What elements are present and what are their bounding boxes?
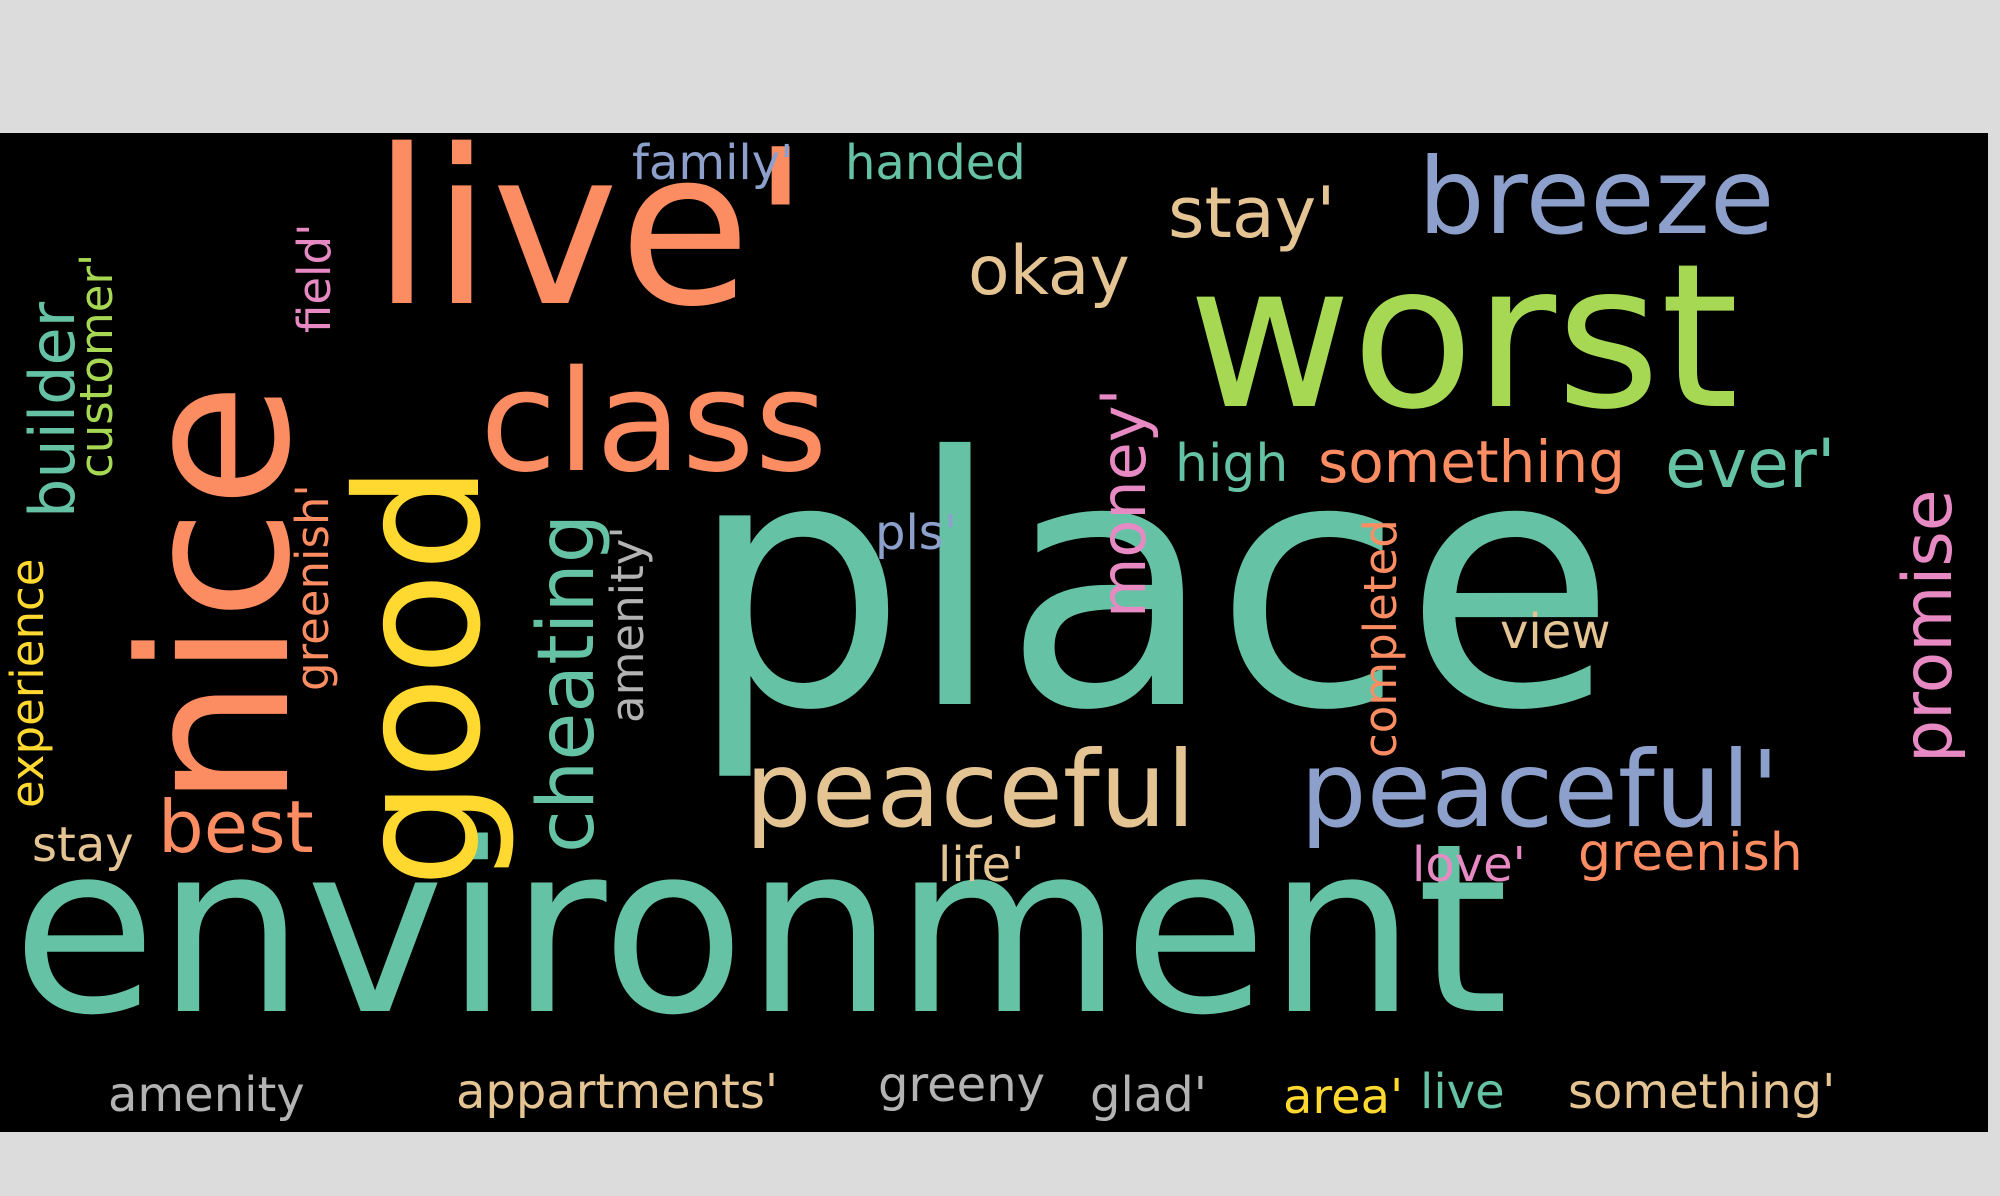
word-field-quote: field': [288, 223, 341, 333]
word-okay: okay: [968, 232, 1130, 311]
word-money-quote: money': [1087, 388, 1160, 618]
word-stay: stay: [32, 817, 134, 873]
word-peaceful: peaceful: [745, 729, 1196, 851]
word-stay-quote: stay': [1168, 172, 1336, 254]
word-greenish-quote: greenish': [286, 484, 339, 691]
word-worst: worst: [1188, 221, 1739, 454]
word-high: high: [1175, 434, 1289, 494]
word-experience: experience: [1, 558, 54, 808]
word-amenity-quote: amenity': [601, 526, 654, 723]
word-place: place: [688, 385, 1617, 786]
word-something-quote: something': [1568, 1064, 1836, 1120]
word-appartments-quote: appartments': [456, 1064, 779, 1120]
word-good: good: [321, 464, 519, 888]
word-live-quote: live': [372, 133, 811, 354]
word-glad-quote: glad': [1090, 1067, 1207, 1123]
word-family-quote: family': [632, 135, 794, 191]
word-completed: completed: [1354, 519, 1407, 758]
word-peaceful-quote: peaceful': [1300, 729, 1780, 851]
word-area-quote: area': [1283, 1069, 1404, 1125]
word-promise: promise: [1889, 489, 1968, 763]
word-something: something: [1318, 428, 1626, 496]
word-cloud: environment place worst live' class peac…: [0, 133, 1988, 1132]
word-customer-quote: customer': [70, 253, 123, 478]
word-handed: handed: [845, 135, 1026, 191]
word-greeny: greeny: [878, 1057, 1046, 1113]
word-pls-quote: pls': [875, 505, 958, 561]
word-breeze: breeze: [1418, 136, 1775, 258]
word-class: class: [480, 341, 828, 504]
word-love-quote: love': [1412, 837, 1526, 893]
word-best: best: [158, 785, 314, 869]
word-view: view: [1500, 604, 1611, 660]
word-amenity: amenity: [108, 1067, 305, 1123]
word-environment: environment: [12, 794, 1509, 1067]
word-ever-quote: ever': [1665, 425, 1836, 504]
word-life-quote: life': [938, 837, 1025, 893]
word-cheating: cheating: [522, 513, 612, 853]
word-greenish: greenish: [1578, 823, 1803, 883]
word-live: live: [1420, 1064, 1505, 1120]
